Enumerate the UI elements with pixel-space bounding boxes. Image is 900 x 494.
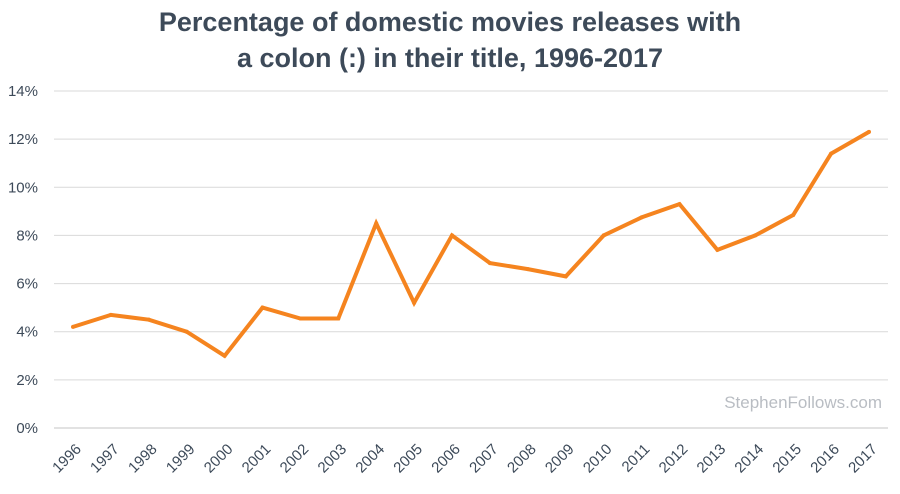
x-tick-label: 2006 — [428, 441, 464, 477]
x-tick-label: 2002 — [277, 441, 313, 477]
data-point-2008 — [525, 267, 530, 272]
data-point-2010 — [601, 233, 606, 238]
data-point-2001 — [260, 305, 265, 310]
x-tick-label: 1998 — [125, 441, 161, 477]
data-point-1998 — [146, 317, 151, 322]
data-point-2017 — [867, 129, 871, 134]
y-tick-label: 10% — [8, 179, 38, 196]
data-point-2004 — [374, 221, 379, 226]
x-tick-label: 2008 — [504, 441, 540, 477]
y-tick-label: 8% — [16, 227, 38, 244]
x-tick-label: 1999 — [163, 441, 199, 477]
data-point-2014 — [753, 233, 758, 238]
y-tick-label: 12% — [8, 131, 38, 148]
chart-title-line-1: Percentage of domestic movies releases w… — [158, 7, 742, 37]
data-point-1997 — [108, 312, 113, 317]
x-tick-label: 2013 — [694, 441, 730, 477]
data-point-2016 — [829, 151, 834, 156]
y-tick-label: 14% — [8, 83, 38, 100]
watermark-text: StephenFollows.com — [724, 393, 882, 412]
x-tick-label: 1997 — [87, 441, 123, 477]
x-tick-label: 2010 — [580, 441, 616, 477]
x-tick-label: 2014 — [731, 441, 767, 477]
x-tick-label: 2009 — [542, 441, 578, 477]
grid-lines — [54, 90, 888, 429]
chart-title: Percentage of domestic movies releases w… — [0, 4, 900, 76]
x-tick-label: 2001 — [239, 441, 275, 477]
data-point-2009 — [563, 274, 568, 279]
series-group — [71, 129, 871, 359]
data-point-2002 — [298, 316, 303, 321]
data-point-2006 — [450, 233, 455, 238]
data-point-2011 — [639, 215, 644, 220]
chart-title-line-2: a colon (:) in their title, 1996-2017 — [236, 43, 664, 73]
data-point-2005 — [412, 300, 417, 305]
data-point-2003 — [336, 316, 341, 321]
x-tick-label: 2015 — [769, 441, 805, 477]
y-tick-label: 6% — [16, 276, 38, 293]
data-point-2013 — [715, 247, 720, 252]
x-tick-label: 2017 — [845, 441, 881, 477]
data-point-2015 — [791, 212, 796, 217]
data-point-1999 — [184, 329, 189, 334]
x-axis-ticks: 1996 1997 1998 1999 2000 2001 2002 2003 2004 2005… — [49, 441, 881, 477]
y-axis-ticks: 0% 2% 4% 6% 8% 10% 12% 14% — [8, 83, 38, 437]
x-tick-label: 1996 — [49, 441, 85, 477]
x-tick-label: 2016 — [807, 441, 843, 477]
y-tick-label: 0% — [16, 420, 38, 437]
data-point-2007 — [487, 261, 492, 266]
x-tick-label: 2012 — [656, 441, 692, 477]
y-tick-label: 4% — [16, 324, 38, 341]
data-point-2012 — [677, 202, 682, 207]
x-tick-label: 2004 — [352, 441, 388, 477]
x-tick-label: 2005 — [390, 441, 426, 477]
x-tick-label: 2000 — [201, 441, 237, 477]
series-line — [72, 130, 870, 359]
data-point-2000 — [222, 353, 227, 358]
y-tick-label: 2% — [16, 372, 38, 389]
x-tick-label: 2007 — [466, 441, 502, 477]
x-tick-label: 2011 — [619, 441, 654, 476]
x-tick-label: 2003 — [315, 441, 351, 477]
data-point-1996 — [71, 324, 75, 329]
